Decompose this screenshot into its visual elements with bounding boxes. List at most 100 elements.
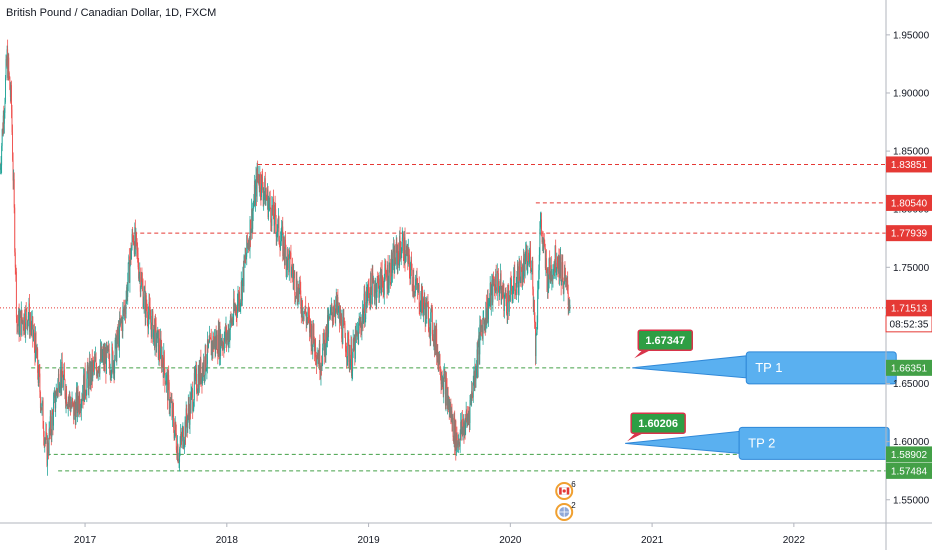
candle-body	[216, 334, 218, 346]
candle-body	[247, 244, 249, 247]
price-badge[interactable]: 1.60206	[627, 412, 686, 442]
candle-body	[206, 363, 208, 370]
candle-body	[348, 339, 350, 362]
candle-body	[556, 262, 558, 272]
candle-body	[98, 371, 100, 374]
candle-body	[270, 222, 272, 226]
level-tag	[886, 359, 932, 376]
candle-body	[307, 311, 309, 319]
candle-body	[147, 322, 149, 329]
callout-2[interactable]: TP 2	[625, 426, 890, 460]
time-tick-label: 2019	[357, 535, 380, 546]
candle-body	[541, 219, 542, 231]
candle-body	[544, 248, 546, 269]
candle-body	[385, 267, 387, 277]
candle-body	[120, 318, 122, 324]
candle-body	[431, 307, 433, 309]
candle-body	[406, 249, 408, 251]
candle-body	[87, 373, 89, 391]
candle-body	[15, 271, 17, 317]
candle-body	[428, 331, 430, 333]
callout-1[interactable]: TP 1	[632, 351, 897, 385]
candle-body	[15, 267, 17, 272]
candle-body	[29, 303, 30, 332]
callouts[interactable]: TP 1 TP 2 1.67347 1.60206	[625, 329, 897, 460]
candle-body	[122, 308, 124, 311]
candle-body	[39, 373, 41, 393]
candle-body	[111, 347, 113, 373]
candle-body	[394, 250, 396, 263]
candle-body	[499, 290, 500, 297]
candle-body	[144, 290, 146, 318]
candle-body	[313, 341, 315, 352]
event-markers[interactable]: 62	[555, 480, 576, 521]
candle-body	[468, 413, 470, 423]
globe-icon[interactable]: 2	[555, 501, 576, 521]
candle-body	[565, 277, 567, 282]
candle-body	[446, 380, 447, 385]
time-axis[interactable]: 2017 2018 2019 2020 2021 2022	[74, 523, 805, 546]
candle-body	[90, 364, 92, 386]
candle-body	[300, 306, 302, 315]
candle-body	[18, 310, 20, 326]
candle-body	[469, 400, 471, 423]
level-tag	[886, 446, 932, 463]
candle-body	[11, 109, 13, 133]
candle-body	[333, 308, 335, 316]
candle-body	[200, 358, 202, 383]
candle-body	[39, 392, 41, 408]
candle-body	[261, 174, 263, 177]
candle-body	[174, 430, 176, 439]
candle-body	[272, 198, 274, 212]
candle-body	[36, 348, 38, 359]
candle-body	[57, 380, 59, 393]
candle-body	[559, 256, 560, 278]
candle-body	[336, 297, 338, 309]
price-badge[interactable]: 1.67347	[634, 329, 693, 359]
candle-body	[494, 283, 495, 291]
callout-label: TP 1	[755, 360, 782, 375]
candle-body	[346, 356, 348, 359]
candle-body	[58, 373, 60, 392]
candle-body	[232, 319, 234, 323]
candle-body	[330, 304, 332, 311]
candle-body	[525, 249, 527, 252]
candle-body	[31, 320, 33, 331]
candle-body	[457, 442, 459, 445]
candle-body	[384, 264, 386, 268]
callout-label: TP 2	[748, 435, 775, 450]
candle-body	[53, 395, 55, 403]
candle-body	[286, 259, 288, 268]
candle-body	[408, 248, 410, 255]
candle-body	[170, 399, 172, 402]
candle-body	[214, 336, 215, 343]
canada-flag-icon[interactable]: 6	[555, 480, 576, 500]
candle-body	[176, 449, 178, 459]
candle-body	[394, 250, 396, 274]
candle-body	[315, 357, 317, 360]
candle-body	[17, 323, 18, 327]
candle-body	[181, 431, 183, 442]
candle-body	[148, 315, 149, 329]
candle-body	[229, 329, 231, 341]
candle-body	[542, 239, 544, 243]
candle-body	[32, 316, 34, 338]
candle-body	[312, 344, 314, 352]
candle-body	[156, 330, 158, 343]
candle-body	[293, 272, 295, 274]
candle-body	[305, 306, 307, 315]
candle-body	[376, 291, 378, 301]
candle-body	[259, 174, 261, 189]
candle-body	[274, 205, 276, 210]
candle-body	[267, 189, 269, 218]
candle-body	[254, 184, 256, 206]
candle-body	[116, 342, 118, 362]
candle-body	[473, 371, 475, 382]
candle-body	[500, 273, 502, 301]
price-tick-label: 1.60000	[893, 437, 930, 448]
candle-body	[195, 368, 197, 371]
candle-body	[462, 427, 464, 433]
candle-body	[319, 373, 321, 376]
candle-body	[24, 330, 26, 334]
